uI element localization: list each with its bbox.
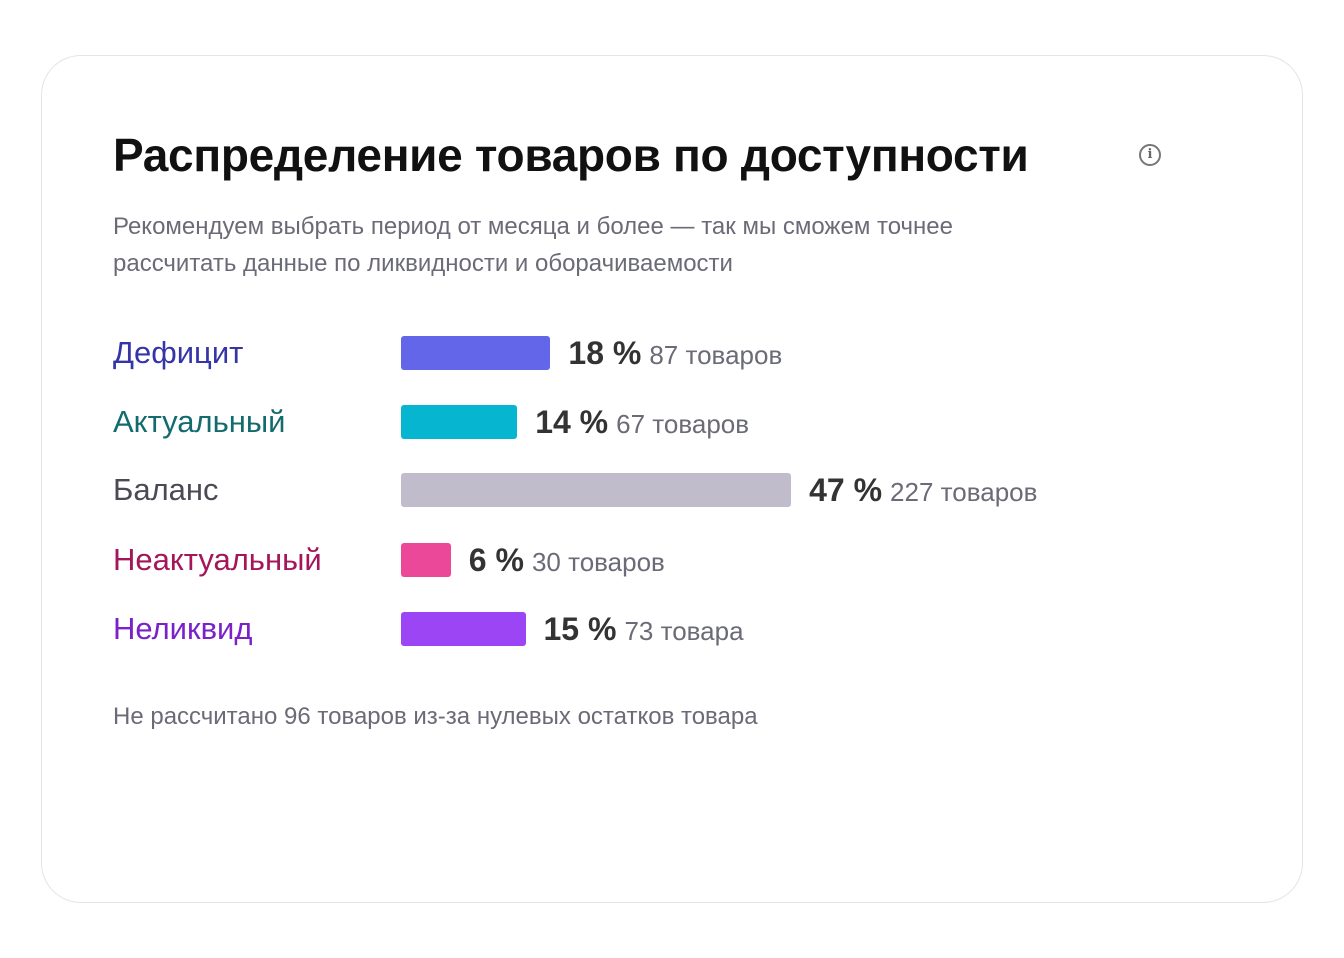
percent-label: 15 % bbox=[543, 611, 617, 647]
count-label: 73 товара bbox=[624, 616, 744, 646]
bar-row: Дефицит 18 % 87 товаров bbox=[113, 333, 1213, 373]
count-label: 30 товаров bbox=[531, 547, 665, 577]
percent-label: 6 % bbox=[468, 542, 524, 578]
category-label: Баланс bbox=[113, 472, 219, 507]
footnote: Не рассчитано 96 товаров из-за нулевых о… bbox=[113, 703, 758, 730]
bar-row: Актуальный 14 % 67 товаров bbox=[113, 402, 1213, 442]
percent-label: 14 % bbox=[535, 404, 609, 440]
bar bbox=[401, 543, 451, 577]
value-label: 18 % 87 товаров bbox=[568, 333, 782, 380]
count-label: 67 товаров bbox=[616, 409, 750, 439]
value-label: 47 % 227 товаров bbox=[809, 470, 1037, 517]
bar-row: Неликвид 15 % 73 товара bbox=[113, 609, 1213, 649]
percent-label: 47 % bbox=[809, 472, 883, 508]
value-label: 14 % 67 товаров bbox=[535, 402, 749, 449]
info-icon[interactable]: i bbox=[1139, 144, 1161, 166]
bar bbox=[401, 612, 526, 646]
bar-row: Неактуальный 6 % 30 товаров bbox=[113, 540, 1213, 580]
percent-label: 18 % bbox=[568, 335, 642, 371]
count-label: 227 товаров bbox=[890, 477, 1038, 507]
count-label: 87 товаров bbox=[649, 340, 783, 370]
value-label: 15 % 73 товара bbox=[544, 609, 744, 656]
value-label: 6 % 30 товаров bbox=[469, 540, 665, 587]
chart-subtitle: Рекомендуем выбрать период от месяца и б… bbox=[113, 213, 953, 277]
bar-row: Баланс 47 % 227 товаров bbox=[113, 470, 1213, 510]
bar bbox=[401, 336, 551, 370]
category-label: Неактуальный bbox=[113, 542, 322, 577]
bar bbox=[401, 405, 518, 439]
bar bbox=[401, 473, 792, 507]
category-label: Неликвид bbox=[113, 611, 253, 646]
category-label: Дефицит bbox=[113, 335, 244, 370]
category-label: Актуальный bbox=[113, 404, 286, 439]
chart-title: Распределение товаров по доступности bbox=[113, 129, 1029, 181]
